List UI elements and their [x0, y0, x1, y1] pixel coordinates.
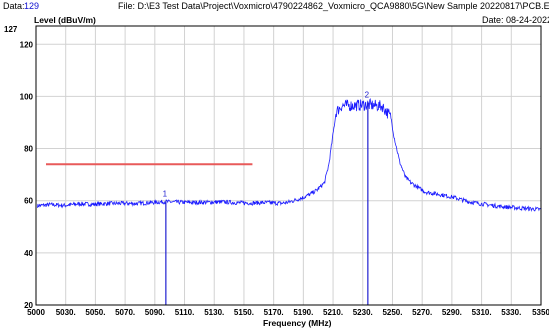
- y-tick-label: 80: [24, 145, 33, 154]
- x-tick-label: 5290.: [442, 308, 462, 317]
- y-tick-label: 40: [24, 249, 33, 258]
- x-tick-label: 5270.: [412, 308, 432, 317]
- file-path: File: D:\E3 Test Data\Project\Voxmicro\4…: [118, 1, 549, 11]
- marker-label: 2: [365, 91, 370, 100]
- plot-frame: [35, 25, 542, 306]
- x-tick-label: 5310.: [472, 308, 492, 317]
- x-tick-label: 5230.: [353, 308, 373, 317]
- x-tick-label: 5000: [27, 308, 45, 317]
- grid-lines: [35, 26, 542, 306]
- x-tick-label: 5210.: [323, 308, 343, 317]
- x-tick-label: 5130.: [204, 308, 224, 317]
- x-tick-label: 5250.: [382, 308, 402, 317]
- x-tick-label: 5330.: [501, 308, 521, 317]
- y-tick-max: 127: [4, 25, 18, 34]
- x-tick-label: 5350: [532, 308, 549, 317]
- y-ticks: 20 40 60 80 100 120: [20, 40, 34, 310]
- date-label: Date: 08-24-2022: [482, 15, 549, 25]
- x-tick-label: 5070.: [115, 308, 135, 317]
- x-axis-label: Frequency (MHz): [263, 318, 332, 328]
- data-value: 129: [24, 1, 39, 11]
- x-tick-label: 5190.: [293, 308, 313, 317]
- y-tick-label: 100: [20, 92, 34, 101]
- x-tick-label: 5110.: [175, 308, 195, 317]
- trace-group: [37, 98, 542, 212]
- x-tick-label: 5030.: [56, 308, 76, 317]
- measurement-trace: [37, 98, 542, 212]
- y-tick-label: 60: [24, 197, 33, 206]
- markers-group: 12: [163, 91, 370, 305]
- y-axis-label: Level (dBuV/m): [34, 15, 96, 25]
- x-ticks: 5000 5030. 5050. 5070. 5090. 5110. 5130. 5150. 5…: [27, 308, 549, 317]
- marker-label: 1: [163, 190, 168, 199]
- x-tick-label: 5050.: [85, 308, 105, 317]
- x-tick-label: 5090.: [145, 308, 165, 317]
- data-label: Data:: [3, 1, 25, 11]
- x-tick-label: 5170.: [264, 308, 284, 317]
- x-tick-label: 5150.: [234, 308, 254, 317]
- y-tick-label: 20: [24, 301, 33, 310]
- y-tick-label: 120: [20, 40, 34, 49]
